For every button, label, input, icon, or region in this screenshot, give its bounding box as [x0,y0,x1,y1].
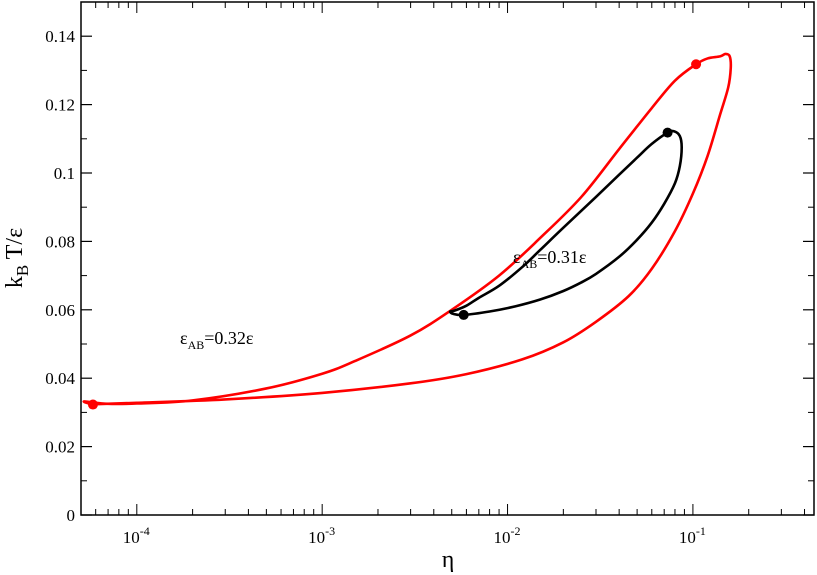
x-tick-label: 10-2 [494,524,521,547]
y-tick-label: 0.08 [45,232,75,251]
critical-point-marker [458,309,469,320]
x-tick-label: 10-4 [123,524,150,547]
critical-point-marker [691,59,702,70]
curves [82,52,733,407]
y-tick-label: 0.04 [45,369,75,388]
plot-frame [80,1,815,516]
x-tick-label: 10-1 [679,524,706,547]
series-label-031: εAB=0.31ε [513,247,587,271]
y-tick-label: 0.12 [45,96,75,115]
critical-point-marker [87,399,98,410]
y-tick-label: 0 [67,506,76,525]
markers [87,59,702,410]
y-axis-title: kB T/ε [2,228,32,288]
axis-ticks: 0 0.02 0.04 0.06 0.08 0.1 0.12 0.14 10-4 10-3 10-2… [45,2,814,547]
series-line-0 [82,52,733,407]
series-label-032: εAB=0.32ε [180,328,254,352]
y-tick-label: 0.14 [45,27,75,46]
y-tick-label: 0.06 [45,301,75,320]
x-axis-title: η [442,547,455,573]
y-tick-label: 0.1 [54,164,75,183]
series-line-1 [448,129,683,317]
critical-point-marker [662,127,673,138]
x-tick-label: 10-3 [308,524,335,547]
y-tick-label: 0.02 [45,438,75,457]
